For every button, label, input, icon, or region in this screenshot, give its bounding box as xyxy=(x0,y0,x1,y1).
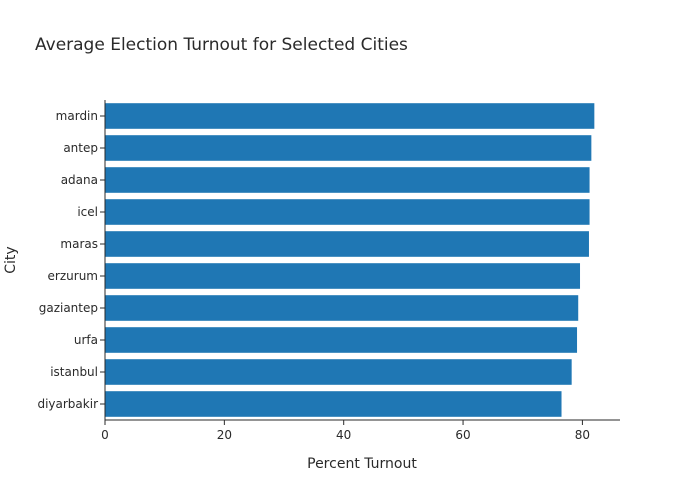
y-tick-label: maras xyxy=(60,237,98,251)
bar-istanbul xyxy=(105,359,572,385)
bar-icel xyxy=(105,199,590,225)
y-tick-label: icel xyxy=(77,205,98,219)
y-tick-label: urfa xyxy=(74,333,98,347)
bar-erzurum xyxy=(105,263,581,289)
bar-adana xyxy=(105,167,590,193)
bar-antep xyxy=(105,135,592,161)
x-tick-label: 40 xyxy=(336,428,351,442)
y-tick-label: diyarbakir xyxy=(37,397,98,411)
chart-title: Average Election Turnout for Selected Ci… xyxy=(35,35,408,55)
y-tick-label: gaziantep xyxy=(39,301,98,315)
bar-maras xyxy=(105,231,589,257)
y-tick-label: mardin xyxy=(56,109,98,123)
bar-diyarbakir xyxy=(105,391,562,417)
y-axis: mardin antep adana icel maras erzurum gaziante… xyxy=(37,100,106,420)
bar-urfa xyxy=(105,327,578,353)
x-axis: 0 20 40 60 80 xyxy=(101,419,620,442)
bars-group xyxy=(105,103,595,417)
x-axis-title: Percent Turnout xyxy=(307,456,417,472)
x-tick-label: 20 xyxy=(217,428,232,442)
y-tick-label: adana xyxy=(61,173,98,187)
bar-mardin xyxy=(105,103,595,129)
bar-gaziantep xyxy=(105,295,579,321)
x-tick-label: 60 xyxy=(455,428,470,442)
y-tick-label: erzurum xyxy=(48,269,98,283)
y-tick-label: antep xyxy=(63,141,98,155)
x-tick-label: 80 xyxy=(575,428,590,442)
y-axis-title: City xyxy=(3,246,19,273)
x-tick-label: 0 xyxy=(101,428,109,442)
y-tick-label: istanbul xyxy=(50,365,98,379)
